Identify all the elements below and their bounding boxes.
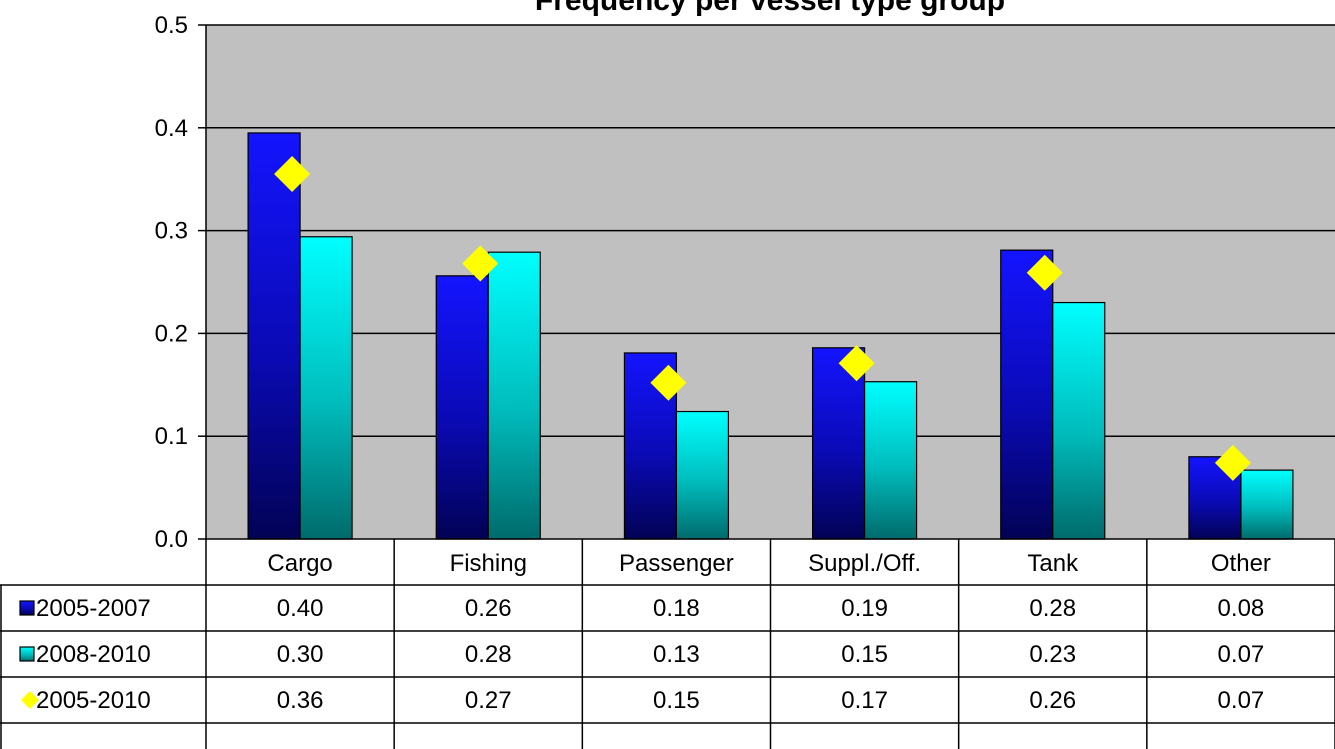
- y-tick-label: 0.1: [155, 423, 188, 450]
- bar-2005-2007-Cargo: [247, 132, 301, 540]
- table-header-Suppl./Off.: Suppl./Off.: [808, 550, 921, 577]
- table-cell-2008-2010-Cargo: 0.30: [277, 641, 324, 668]
- marker-2005-2010-Tank: [1026, 254, 1063, 291]
- bar-2008-2010-Tank: [1052, 301, 1106, 540]
- y-tick-label: 0.4: [155, 115, 188, 142]
- markers: [274, 156, 1251, 481]
- table-cell-2005-2010-Cargo: 0.36: [277, 687, 324, 714]
- table-cell-2005-2007-Other: 0.08: [1218, 595, 1265, 622]
- marker-2005-2010-Fishing: [462, 245, 499, 282]
- bar-2005-2007-Fishing: [435, 275, 489, 540]
- y-tick-label: 0.3: [155, 218, 188, 245]
- table-cell-2008-2010-Other: 0.07: [1218, 641, 1265, 668]
- table-cell-2005-2007-Passenger: 0.18: [653, 595, 700, 622]
- marker-2005-2010-Other: [1214, 444, 1251, 481]
- marker-2005-2010-Cargo: [274, 156, 311, 193]
- bar-2008-2010-Passenger: [675, 410, 730, 540]
- table-cell-2005-2007-Tank: 0.28: [1029, 595, 1076, 622]
- bar-2008-2010-Cargo: [299, 236, 353, 540]
- gridlines: [206, 24, 1335, 437]
- table-cell-2005-2007-Suppl./Off.: 0.19: [841, 595, 888, 622]
- legend-label-2005-2010: 2005-2010: [36, 687, 151, 714]
- table-cell-2005-2010-Suppl./Off.: 0.17: [841, 687, 888, 714]
- table-cell-2008-2010-Fishing: 0.28: [465, 641, 512, 668]
- table-cell-2008-2010-Passenger: 0.13: [653, 641, 700, 668]
- legend-key-2005-2010: [21, 691, 39, 709]
- table-header-Passenger: Passenger: [619, 550, 734, 577]
- table-cell-2005-2010-Other: 0.07: [1218, 687, 1265, 714]
- legend-key-2005-2007: [19, 600, 35, 616]
- table-header-Fishing: Fishing: [450, 550, 527, 577]
- table-cell-2008-2010-Tank: 0.23: [1029, 641, 1076, 668]
- table-cell-2005-2010-Passenger: 0.15: [653, 687, 700, 714]
- bar-2008-2010-Fishing: [487, 251, 541, 540]
- bar-2008-2010-Suppl./Off.: [863, 381, 918, 540]
- data-table: Cargo Fishing Passenger Suppl./Off. Tank Othe…: [0, 538, 1335, 749]
- marker-2005-2010-Passenger: [650, 364, 687, 401]
- plot-area: [206, 25, 1335, 539]
- table-cell-2005-2010-Fishing: 0.27: [465, 687, 512, 714]
- y-tick-label: 0.0: [155, 526, 188, 553]
- marker-2005-2010-Suppl./Off.: [838, 345, 875, 382]
- legend-label-2008-2010: 2008-2010: [36, 641, 151, 668]
- bar-2005-2007-Tank: [1000, 249, 1054, 540]
- table-header-Cargo: Cargo: [267, 550, 332, 577]
- table-cell-2008-2010-Suppl./Off.: 0.15: [841, 641, 888, 668]
- table-header-Tank: Tank: [1027, 550, 1079, 577]
- legend-key-2008-2010: [19, 646, 35, 662]
- value-axis: 0.5 0.4 0.3 0.2 0.1 0.0: [155, 12, 207, 553]
- y-tick-label: 0.5: [155, 12, 188, 39]
- legend-label-2005-2007: 2005-2007: [36, 595, 151, 622]
- chart-title: Frequency per vessel type group: [535, 0, 1005, 17]
- table-cell-2005-2007-Cargo: 0.40: [277, 595, 324, 622]
- table-cell-2005-2010-Tank: 0.26: [1029, 687, 1076, 714]
- bar-2008-2010-Other: [1240, 469, 1294, 540]
- table-header-Other: Other: [1211, 550, 1271, 577]
- table-cell-2005-2007-Fishing: 0.26: [465, 595, 512, 622]
- y-tick-label: 0.2: [155, 320, 188, 347]
